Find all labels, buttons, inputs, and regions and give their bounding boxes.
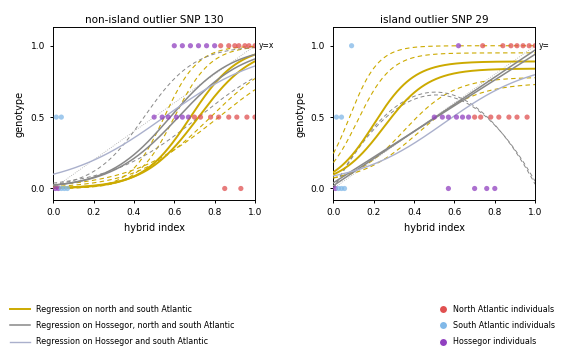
Point: [245, 43, 254, 48]
Text: y=x: y=x: [259, 41, 275, 50]
Point: [63, 185, 72, 191]
Point: [444, 114, 453, 120]
Point: [240, 43, 249, 48]
Point: [170, 43, 179, 48]
Legend: North Atlantic individuals, South Atlantic individuals, Hossegor individuals: North Atlantic individuals, South Atlant…: [439, 305, 555, 347]
Point: [337, 114, 346, 120]
Point: [234, 43, 244, 48]
Legend: Regression on north and south Atlantic, Regression on Hossegor, north and south : Regression on north and south Atlantic, …: [10, 305, 235, 347]
Point: [231, 43, 240, 48]
Point: [331, 185, 340, 191]
Point: [202, 43, 211, 48]
Y-axis label: genotype: genotype: [15, 91, 25, 137]
Point: [216, 43, 225, 48]
Point: [236, 185, 245, 191]
Point: [164, 114, 173, 120]
Point: [54, 185, 63, 191]
Point: [224, 43, 233, 48]
Point: [454, 43, 463, 48]
Point: [57, 114, 66, 120]
Point: [186, 43, 195, 48]
Point: [490, 185, 499, 191]
X-axis label: hybrid index: hybrid index: [124, 223, 185, 233]
Point: [60, 185, 69, 191]
Point: [172, 114, 181, 120]
Point: [178, 43, 187, 48]
Point: [524, 43, 533, 48]
Point: [478, 43, 487, 48]
Point: [158, 114, 167, 120]
Point: [494, 114, 503, 120]
Point: [347, 43, 356, 48]
Point: [334, 185, 343, 191]
Title: island outlier SNP 29: island outlier SNP 29: [380, 15, 489, 25]
Point: [531, 43, 540, 48]
Point: [505, 114, 514, 120]
Y-axis label: genotype: genotype: [295, 91, 305, 137]
Point: [512, 43, 521, 48]
Point: [444, 185, 453, 191]
Point: [458, 114, 467, 120]
Point: [332, 114, 341, 120]
Point: [242, 114, 251, 120]
Point: [250, 114, 259, 120]
Point: [220, 185, 229, 191]
Point: [184, 114, 193, 120]
Text: y=: y=: [539, 41, 550, 50]
Point: [452, 114, 461, 120]
Point: [519, 43, 528, 48]
Point: [498, 43, 507, 48]
Point: [57, 185, 66, 191]
Point: [470, 114, 479, 120]
Point: [464, 114, 473, 120]
Title: non-island outlier SNP 130: non-island outlier SNP 130: [85, 15, 223, 25]
Point: [210, 43, 219, 48]
Point: [430, 114, 439, 120]
Point: [194, 43, 203, 48]
Point: [438, 114, 447, 120]
Point: [506, 43, 515, 48]
Point: [150, 114, 159, 120]
Point: [470, 185, 479, 191]
Point: [523, 114, 532, 120]
Point: [206, 114, 215, 120]
Point: [232, 114, 241, 120]
Point: [190, 114, 199, 120]
Point: [214, 114, 223, 120]
Point: [482, 185, 491, 191]
Point: [250, 43, 259, 48]
Point: [178, 114, 187, 120]
Point: [476, 114, 485, 120]
Point: [51, 185, 60, 191]
Point: [486, 114, 496, 120]
X-axis label: hybrid index: hybrid index: [404, 223, 465, 233]
Point: [340, 185, 349, 191]
Point: [224, 114, 233, 120]
Point: [52, 114, 61, 120]
Point: [337, 185, 346, 191]
Point: [196, 114, 205, 120]
Point: [512, 114, 521, 120]
